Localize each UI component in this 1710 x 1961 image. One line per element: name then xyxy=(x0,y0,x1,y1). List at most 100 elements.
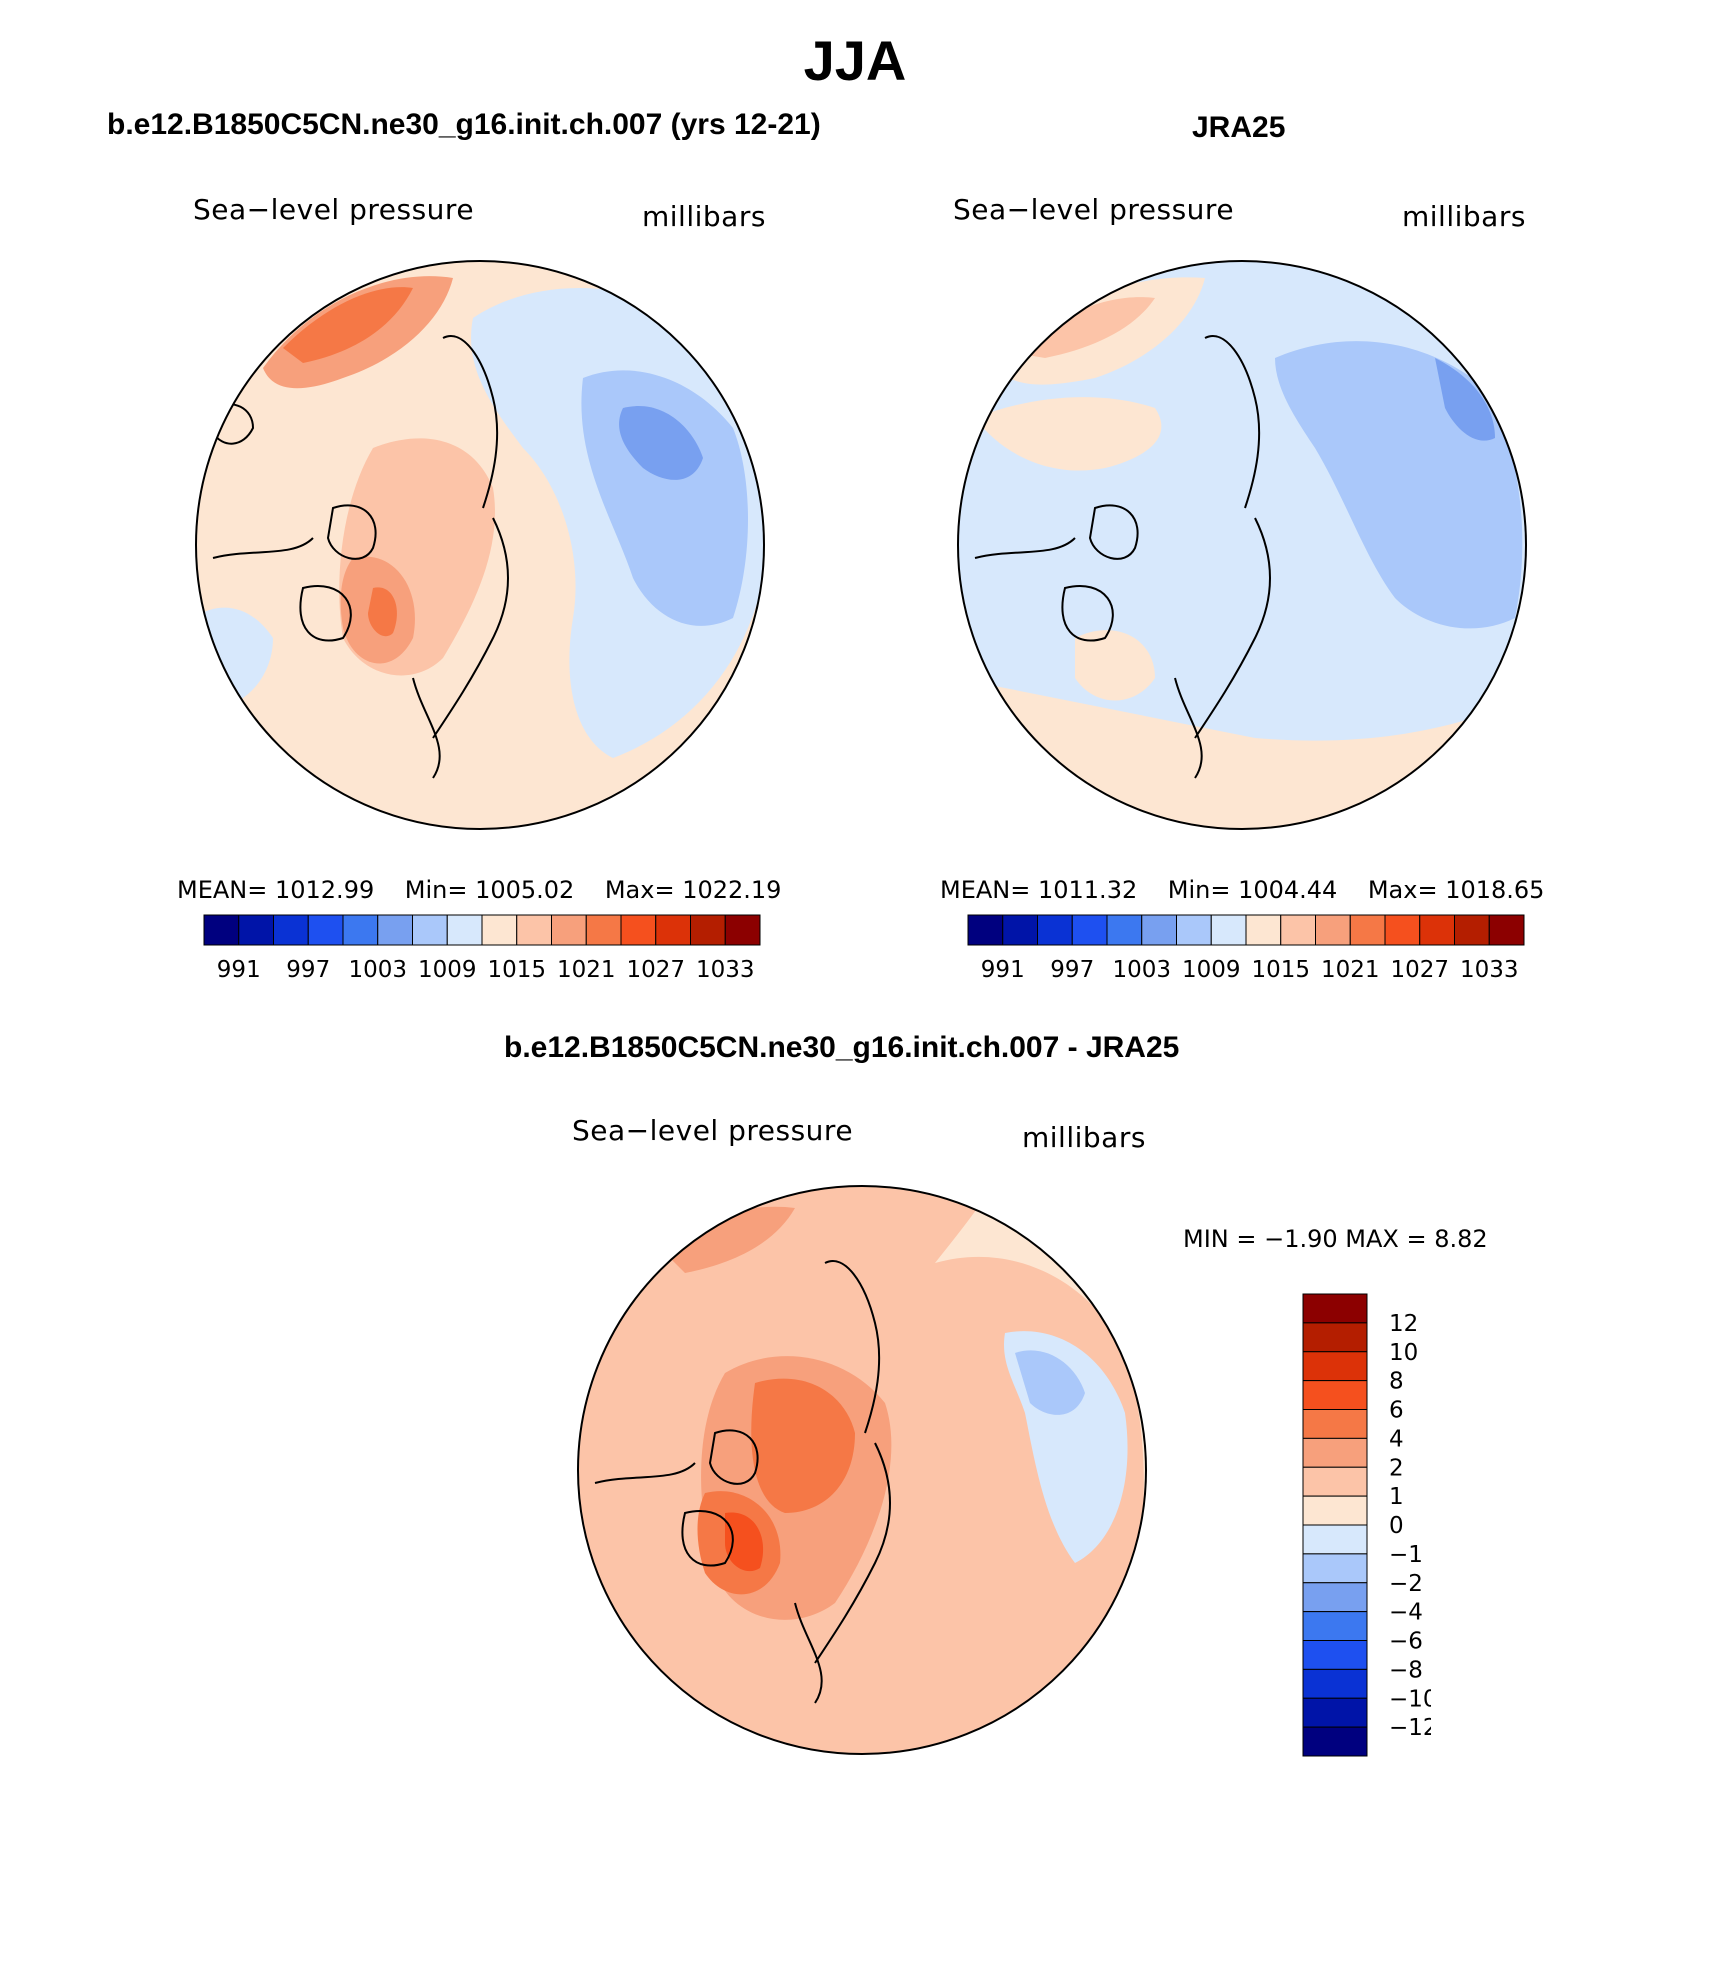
model-variable-label: Sea−level pressure xyxy=(193,193,475,226)
diff-colorbar-tick-label: −1 xyxy=(1389,1542,1423,1568)
diff-colorbar-box xyxy=(1302,1380,1368,1410)
model-colorbar-tick-label: 1021 xyxy=(557,957,616,983)
model-colorbar-box xyxy=(585,914,622,946)
diff-colorbar-tick-label: −12 xyxy=(1389,1715,1431,1741)
diff-colorbar-box xyxy=(1302,1640,1368,1670)
obs-colorbar-box xyxy=(1037,914,1073,946)
diff-map-border xyxy=(577,1185,1147,1755)
diff-colorbar-box xyxy=(1302,1582,1368,1613)
diff-colorbar-box xyxy=(1302,1322,1368,1353)
model-colorbar-box xyxy=(620,914,657,946)
diff-panel-title: b.e12.B1850C5CN.ne30_g16.init.ch.007 - J… xyxy=(504,1031,1180,1064)
obs-colorbar-box xyxy=(1454,914,1490,946)
diff-colorbar-box xyxy=(1302,1437,1368,1468)
model-colorbar-tick-label: 1033 xyxy=(696,957,755,983)
diff-colorbar-box xyxy=(1302,1553,1368,1584)
model-colorbar-box xyxy=(481,914,518,946)
diff-high-northwest xyxy=(655,1206,795,1273)
obs-min: Min= 1004.44 xyxy=(1167,876,1338,904)
obs-colorbar-tick-label: 997 xyxy=(1050,957,1094,983)
model-min: Min= 1005.02 xyxy=(404,876,575,904)
obs-high-northwest-core xyxy=(1015,297,1155,358)
diff-colorbar-tick-label: −10 xyxy=(1389,1686,1431,1712)
model-colorbar-box xyxy=(446,914,483,946)
obs-polar-map xyxy=(957,260,1527,830)
model-high-greenland-core xyxy=(368,587,397,637)
diff-colorbar-box xyxy=(1302,1409,1368,1439)
obs-colorbar-box xyxy=(1071,914,1108,946)
diff-colorbar-tick-label: 2 xyxy=(1389,1455,1404,1481)
obs-panel-title: JRA25 xyxy=(1192,111,1286,144)
diff-low-east-core xyxy=(1015,1350,1085,1415)
model-colorbar-tick-label: 1027 xyxy=(626,957,685,983)
model-stats: MEAN= 1012.99 Min= 1005.02 Max= 1022.19 xyxy=(177,876,781,904)
obs-colorbar-tick-label: 991 xyxy=(981,957,1025,983)
model-high-northwest-core xyxy=(283,287,413,363)
diff-colorbar-box xyxy=(1302,1524,1368,1555)
obs-colorbar-box xyxy=(1419,914,1455,946)
diff-colorbar-tick-label: 0 xyxy=(1389,1513,1404,1539)
obs-colorbar-box xyxy=(1245,914,1282,946)
obs-colorbar-box xyxy=(967,914,1004,946)
model-colorbar-box xyxy=(516,914,552,946)
diff-colorbar-box xyxy=(1302,1726,1368,1757)
obs-colorbar-box xyxy=(1176,914,1212,946)
diff-colorbar-tick-label: 10 xyxy=(1389,1340,1418,1366)
diff-colorbar-box xyxy=(1302,1351,1368,1382)
diff-colorbar-tick-label: −4 xyxy=(1389,1600,1423,1626)
model-colorbar-box xyxy=(655,914,691,946)
obs-variable-label: Sea−level pressure xyxy=(953,193,1235,226)
diff-colorbar-tick-label: −8 xyxy=(1389,1657,1423,1683)
obs-colorbar-box xyxy=(1210,914,1247,946)
obs-colorbar-tick-label: 1015 xyxy=(1251,957,1310,983)
obs-map-border xyxy=(957,260,1527,830)
diff-polar-map xyxy=(577,1185,1147,1755)
diff-units-label: millibars xyxy=(1022,1121,1146,1154)
model-colorbar-box xyxy=(342,914,379,946)
obs-colorbar-box xyxy=(1384,914,1421,946)
diff-colorbar-tick-label: 1 xyxy=(1389,1484,1404,1510)
obs-colorbar-box xyxy=(1002,914,1038,946)
diff-coastline xyxy=(594,1260,891,1704)
model-polar-map xyxy=(195,260,765,830)
obs-units-label: millibars xyxy=(1402,200,1526,233)
obs-colorbar xyxy=(967,914,1525,946)
model-max: Max= 1022.19 xyxy=(604,876,782,904)
diff-minmax: MIN = −1.90 MAX = 8.82 xyxy=(1183,1225,1488,1253)
diff-colorbar-box xyxy=(1302,1697,1368,1728)
diff-high-arctic-core xyxy=(751,1378,855,1513)
obs-colorbar-box xyxy=(1106,914,1143,946)
model-colorbar-tick-label: 1003 xyxy=(348,957,407,983)
model-colorbar-tick-label: 1009 xyxy=(418,957,477,983)
diff-colorbar-tick-label: −6 xyxy=(1389,1629,1423,1655)
obs-high-west-band xyxy=(975,397,1162,471)
diff-colorbar-box xyxy=(1302,1495,1368,1526)
diff-high-greenland-core xyxy=(725,1512,764,1572)
diff-colorbar-box xyxy=(1302,1293,1368,1324)
model-coastline-2 xyxy=(212,335,509,779)
diff-colorbar-tick-label: 4 xyxy=(1389,1426,1404,1452)
diff-colorbar-box xyxy=(1302,1611,1368,1641)
model-units-label: millibars xyxy=(642,200,766,233)
model-colorbar-tick-label: 991 xyxy=(217,957,261,983)
model-colorbar-tick-label: 1015 xyxy=(487,957,546,983)
obs-low-east-core xyxy=(1435,358,1495,441)
obs-colorbar-tick-label: 1009 xyxy=(1182,957,1241,983)
model-map-border xyxy=(195,260,765,830)
model-colorbar xyxy=(203,914,761,946)
obs-colorbar-tick-label: 1003 xyxy=(1112,957,1171,983)
model-colorbar-box xyxy=(273,914,309,946)
model-colorbar-tick-label: 997 xyxy=(286,957,330,983)
model-colorbar-box xyxy=(412,914,448,946)
model-colorbar-box xyxy=(551,914,587,946)
model-low-east-3 xyxy=(619,406,703,480)
obs-colorbar-box xyxy=(1280,914,1316,946)
figure-title: JJA xyxy=(803,29,907,92)
model-colorbar-box xyxy=(238,914,274,946)
obs-colorbar-tick-label: 1027 xyxy=(1390,957,1449,983)
model-colorbar-box xyxy=(203,914,240,946)
obs-colorbar-box xyxy=(1488,914,1525,946)
obs-colorbar-box xyxy=(1315,914,1351,946)
obs-colorbar-box xyxy=(1141,914,1177,946)
